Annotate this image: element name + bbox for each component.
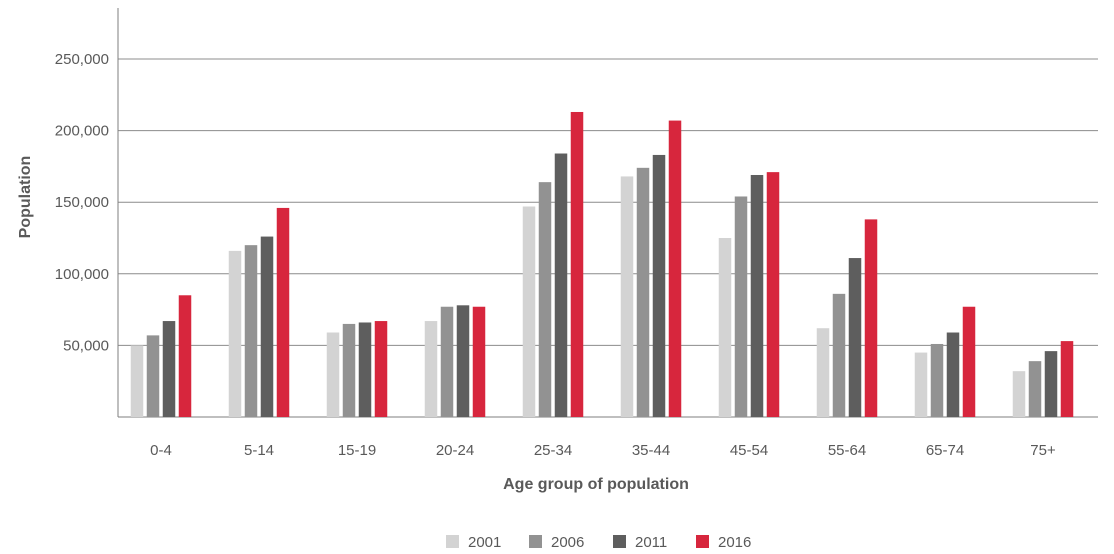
bar-2011-55-64 (848, 258, 862, 417)
bar-2016-65-74 (962, 306, 976, 417)
bar-2001-20-24 (424, 321, 438, 417)
legend-label-2016: 2016 (718, 534, 751, 551)
legend: 2001 2006 2011 2016 (446, 534, 751, 551)
legend-swatch-2006 (529, 535, 542, 548)
x-tick-label: 55-64 (828, 442, 866, 459)
y-axis-title: Population (17, 156, 34, 239)
y-tick-label: 100,000 (55, 266, 109, 283)
bar-2006-35-44 (636, 167, 650, 417)
x-tick-label: 35-44 (632, 442, 670, 459)
bar-2016-75+ (1060, 341, 1074, 417)
x-tick-label: 0-4 (150, 442, 172, 459)
bar-2006-15-19 (342, 323, 356, 417)
bar-2006-5-14 (244, 245, 258, 417)
x-tick-label: 25-34 (534, 442, 572, 459)
bar-2006-0-4 (146, 335, 160, 417)
bar-2006-65-74 (930, 343, 944, 417)
y-tick-labels: 50,000 100,000 150,000 200,000 250,000 (55, 51, 109, 354)
legend-swatch-2016 (696, 535, 709, 548)
bar-2011-15-19 (358, 322, 372, 417)
x-tick-label: 45-54 (730, 442, 768, 459)
x-axis-title: Age group of population (503, 476, 689, 493)
bar-2011-5-14 (260, 236, 274, 417)
bar-2006-75+ (1028, 361, 1042, 417)
legend-label-2001: 2001 (468, 534, 501, 551)
y-tick-label: 250,000 (55, 51, 109, 68)
legend-label-2011: 2011 (635, 534, 667, 551)
bar-2006-55-64 (832, 293, 846, 417)
bar-2001-55-64 (816, 328, 830, 417)
bar-2016-35-44 (668, 120, 682, 418)
y-tick-label: 50,000 (63, 337, 109, 354)
bar-2016-25-34 (570, 111, 584, 417)
bar-2001-15-19 (326, 332, 340, 417)
bar-2011-45-54 (750, 174, 764, 417)
x-tick-label: 5-14 (244, 442, 274, 459)
legend-label-2006: 2006 (551, 534, 584, 551)
bar-2011-0-4 (162, 321, 176, 417)
bar-2016-5-14 (276, 207, 290, 417)
y-tick-label: 150,000 (55, 194, 109, 211)
bar-2001-45-54 (718, 238, 732, 417)
bar-2001-25-34 (522, 206, 536, 417)
bar-2001-65-74 (914, 352, 928, 417)
bar-2001-0-4 (130, 345, 144, 417)
bar-2006-45-54 (734, 196, 748, 417)
x-tick-label: 20-24 (436, 442, 474, 459)
y-tick-label: 200,000 (55, 123, 109, 140)
bar-2001-35-44 (620, 176, 634, 417)
x-tick-label: 65-74 (926, 442, 964, 459)
x-tick-label: 15-19 (338, 442, 376, 459)
bar-2016-15-19 (374, 321, 388, 417)
legend-swatch-2001 (446, 535, 459, 548)
bar-2011-20-24 (456, 305, 470, 417)
bar-2001-75+ (1012, 371, 1026, 417)
bar-2006-25-34 (538, 182, 552, 417)
bar-2011-25-34 (554, 153, 568, 417)
legend-swatch-2011 (613, 535, 626, 548)
bar-2011-65-74 (946, 332, 960, 417)
bar-2001-5-14 (228, 250, 242, 417)
x-tick-labels: 0-4 5-14 15-19 20-24 25-34 35-44 45-54 55-64 65-… (150, 442, 1056, 459)
bars (130, 111, 1074, 418)
bar-2016-0-4 (178, 295, 192, 417)
bar-2006-20-24 (440, 306, 454, 417)
bar-2011-35-44 (652, 154, 666, 417)
bar-2016-55-64 (864, 219, 878, 417)
x-tick-label: 75+ (1030, 442, 1056, 459)
bar-2016-20-24 (472, 306, 486, 417)
bar-2016-45-54 (766, 172, 780, 417)
bar-2011-75+ (1044, 351, 1058, 417)
